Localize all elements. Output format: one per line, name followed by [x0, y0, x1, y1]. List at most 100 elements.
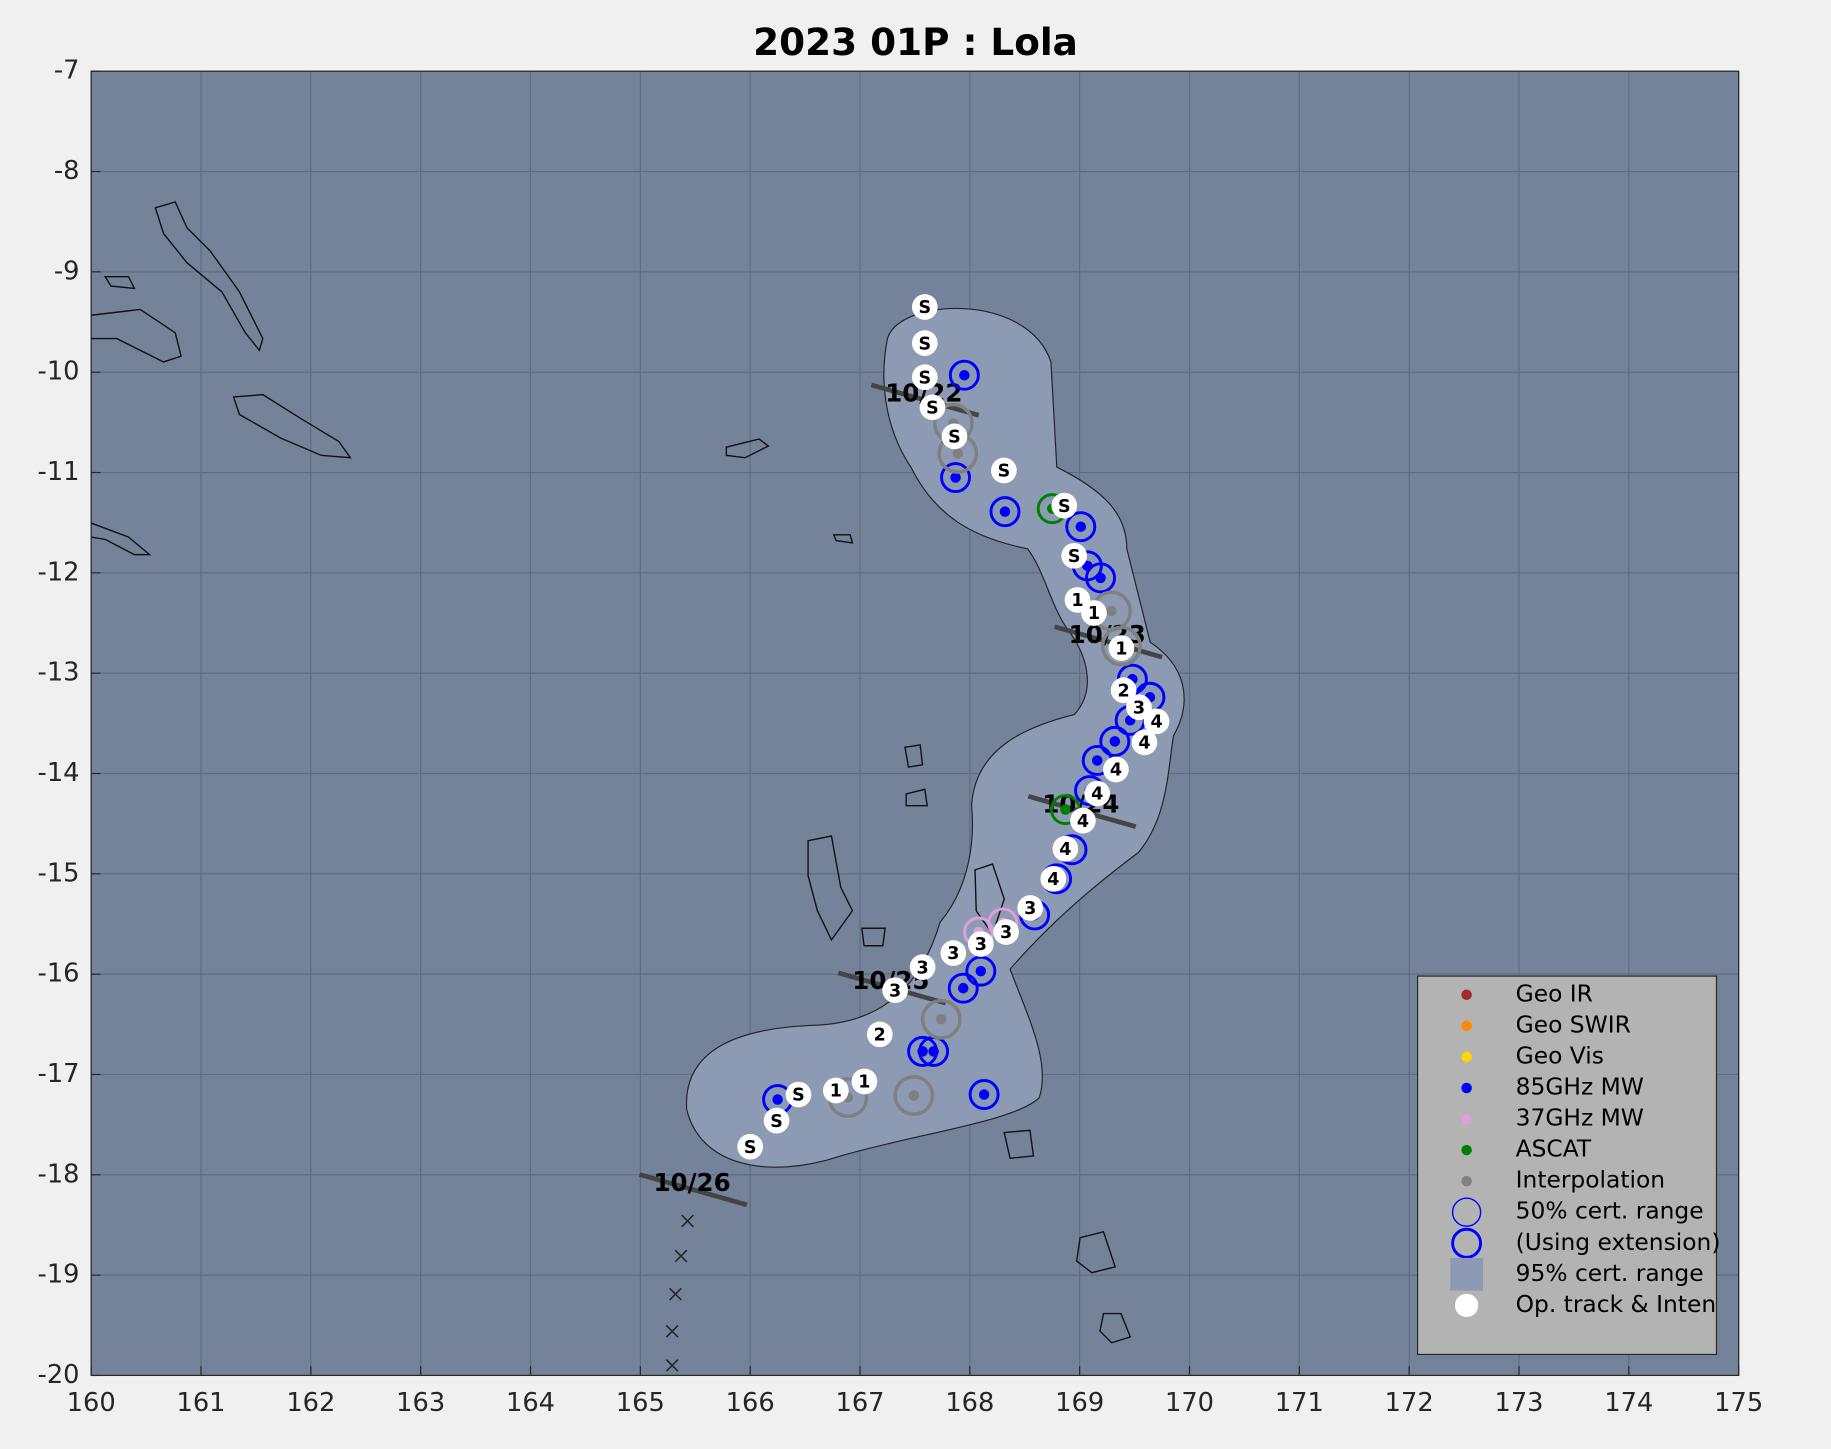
- plot-frame: [90, 70, 1740, 1377]
- fix-point: [978, 1089, 990, 1100]
- op-track-point: [1040, 865, 1067, 892]
- intensity-label: S: [998, 462, 1011, 482]
- intensity-label: 3: [975, 935, 987, 955]
- op-track-point: [991, 457, 1017, 484]
- legend-symbol: [1461, 1082, 1472, 1094]
- op-track-point: [1103, 756, 1129, 783]
- op-track-point: [763, 1107, 790, 1134]
- intensity-label: 1: [1115, 639, 1127, 659]
- y-tick-label: -11: [38, 457, 80, 487]
- fix-point: [908, 1090, 920, 1101]
- x-tick-label: 164: [506, 1388, 555, 1418]
- fix-range: [1099, 725, 1131, 757]
- op-track-point: [919, 394, 946, 421]
- op-track-point: [909, 954, 936, 980]
- legend-label: (Using extension): [1516, 1228, 1721, 1256]
- intensity-label: 4: [1150, 712, 1162, 732]
- op-track-point: [967, 931, 994, 957]
- fix-point: [936, 1014, 947, 1025]
- intensity-label: 3: [917, 958, 929, 978]
- x-tick-label: 167: [835, 1388, 884, 1418]
- intensity-label: 4: [1047, 870, 1059, 890]
- y-tick-label: -14: [38, 758, 80, 788]
- date-tick: [1054, 624, 1163, 660]
- legend-label: 50% cert. range: [1516, 1197, 1704, 1225]
- intensity-label: 2: [1118, 681, 1130, 701]
- legend: [1416, 975, 1718, 1356]
- intensity-label: 3: [1024, 899, 1036, 919]
- forecast-point: [674, 1249, 688, 1263]
- op-track-point: [1084, 780, 1111, 807]
- fix-point: [950, 472, 961, 483]
- legend-label: Geo Vis: [1516, 1041, 1604, 1069]
- intensity-label: 1: [1088, 604, 1100, 624]
- fix-range: [965, 955, 997, 987]
- legend-symbol: [1454, 1293, 1479, 1318]
- op-track-point: [940, 940, 967, 966]
- intensity-label: 3: [1133, 698, 1145, 718]
- legend-label: Geo IR: [1516, 979, 1593, 1007]
- intensity-label: S: [792, 1086, 805, 1106]
- intensity-label: 1: [858, 1073, 870, 1093]
- intensity-label: 4: [1077, 812, 1089, 832]
- fix-point: [1109, 736, 1121, 747]
- date-label: 10/26: [654, 1168, 731, 1197]
- fix-range: [893, 1075, 935, 1116]
- fix-range: [968, 1079, 1000, 1111]
- fix-point: [959, 369, 970, 381]
- intensity-label: S: [1058, 497, 1071, 517]
- coastlines: [90, 201, 1132, 1344]
- y-tick-label: -9: [54, 256, 80, 286]
- intensity-label: S: [948, 428, 961, 448]
- x-tick-label: 174: [1604, 1388, 1653, 1418]
- fix-point: [928, 1046, 939, 1057]
- op-track-point: [911, 330, 938, 356]
- op-track-point: [866, 1021, 893, 1048]
- op-track-point: [941, 423, 968, 450]
- legend-label: 37GHz MW: [1516, 1104, 1644, 1132]
- intensity-label: S: [770, 1112, 783, 1132]
- fix-range: [947, 972, 979, 1004]
- forecast-point: [681, 1214, 694, 1228]
- op-track-point: [993, 919, 1019, 945]
- intensity-label: S: [1068, 547, 1081, 567]
- x-tick-label: 168: [945, 1388, 994, 1418]
- op-track-point: [1061, 542, 1088, 569]
- legend-label: ASCAT: [1516, 1135, 1592, 1163]
- op-track-point: [911, 364, 938, 391]
- op-track-point: [1017, 895, 1044, 921]
- x-tick-label: 171: [1275, 1388, 1324, 1418]
- x-tick-label: 173: [1494, 1388, 1543, 1418]
- intensity-label: 4: [1110, 761, 1122, 781]
- fix-point: [957, 982, 969, 994]
- y-tick-label: -20: [38, 1360, 80, 1390]
- op-track-point: [1051, 492, 1078, 519]
- legend-symbol: [1450, 1257, 1483, 1291]
- op-track-point: [737, 1133, 764, 1160]
- intensity-label: 1: [830, 1082, 842, 1102]
- fix-point: [1095, 572, 1106, 584]
- intensity-label: 2: [874, 1026, 886, 1046]
- op-track-point: [851, 1068, 878, 1095]
- intensity-label: S: [926, 398, 939, 418]
- x-tick-label: 160: [67, 1388, 116, 1418]
- forecast-point: [665, 1324, 679, 1338]
- fix-range: [1100, 625, 1142, 667]
- fix-point: [975, 965, 987, 977]
- x-tick-label: 172: [1385, 1388, 1434, 1418]
- x-tick-label: 169: [1055, 1388, 1104, 1418]
- y-tick-label: -17: [38, 1059, 80, 1089]
- legend-symbol: [1461, 1051, 1472, 1063]
- op-track-point: [882, 977, 908, 1004]
- fix-point: [772, 1094, 783, 1105]
- fix-point: [1091, 755, 1103, 766]
- legend-label: 85GHz MW: [1516, 1072, 1644, 1100]
- legend-label: Op. track & Inten: [1516, 1290, 1716, 1318]
- intensity-label: 4: [1138, 734, 1150, 754]
- intensity-label: S: [918, 368, 931, 388]
- op-track-point: [1081, 600, 1107, 626]
- forecast-point: [669, 1287, 682, 1301]
- x-tick-label: 166: [726, 1388, 775, 1418]
- op-track-point: [1110, 677, 1137, 704]
